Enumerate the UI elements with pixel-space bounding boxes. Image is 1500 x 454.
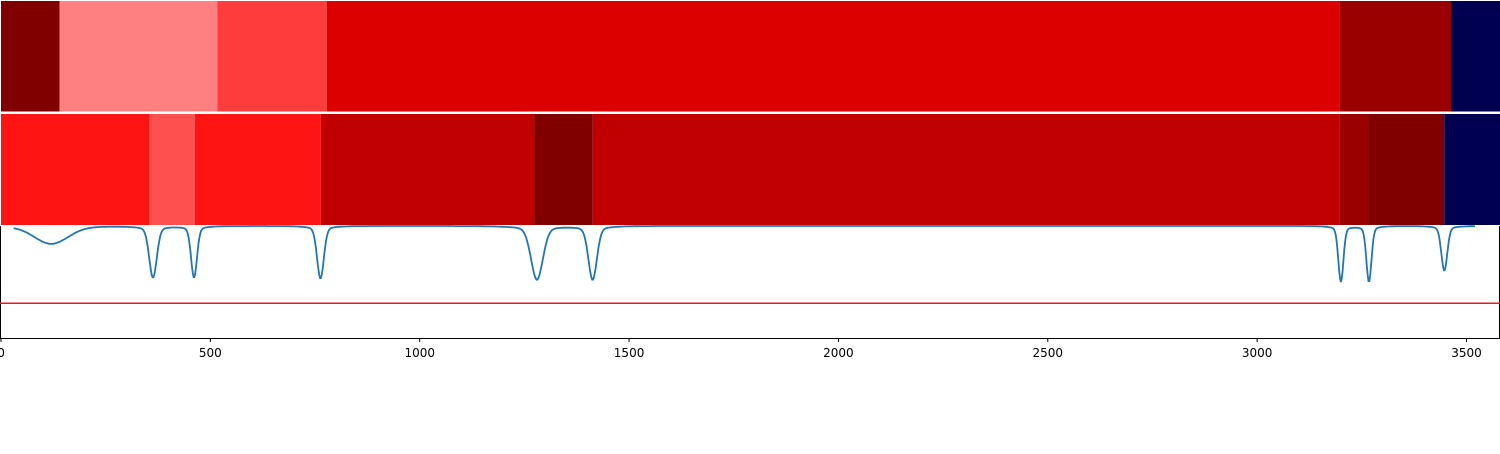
x-tick-label-2500: 2500 bbox=[1033, 346, 1064, 360]
x-tick-label-2000: 2000 bbox=[823, 346, 854, 360]
heatmap-cell-row1-seg4 bbox=[326, 1, 1340, 112]
heatmap-cell-row2-seg6 bbox=[592, 114, 1340, 225]
heatmap-cell-row2-seg3 bbox=[194, 114, 321, 225]
heatmap-cell-row2-seg5 bbox=[534, 114, 593, 225]
heatmap-cell-row2-seg1 bbox=[1, 114, 150, 225]
x-tick-label-500: 500 bbox=[199, 346, 222, 360]
heatmap-cell-row1-seg1 bbox=[1, 1, 60, 112]
heatmap-cell-row1-seg3 bbox=[217, 1, 327, 112]
heatmap-cell-row1-seg5 bbox=[1339, 1, 1452, 112]
signal-line bbox=[13, 225, 1475, 283]
heatmap-cell-row2-seg7 bbox=[1339, 114, 1369, 225]
heatmap-cell-row2-seg9 bbox=[1444, 114, 1500, 225]
heatmap-cell-row1-seg2 bbox=[59, 1, 218, 112]
x-axis: 0 500 1000 1500 2000 2500 3000 3500 bbox=[0, 338, 1500, 360]
heatmap-cell-row2-seg8 bbox=[1368, 114, 1445, 225]
x-tick-label-3000: 3000 bbox=[1242, 346, 1273, 360]
x-tick-label-1500: 1500 bbox=[614, 346, 645, 360]
heatmap-cell-row1-seg6 bbox=[1451, 1, 1500, 112]
heatmap-rows bbox=[0, 1, 1500, 225]
heatmap-cell-row2-seg2 bbox=[149, 114, 195, 225]
heatmap-cell-row2-seg4 bbox=[320, 114, 535, 225]
x-tick-label-1000: 1000 bbox=[404, 346, 435, 360]
x-tick-label-0: 0 bbox=[0, 346, 5, 360]
x-tick-label-3500: 3500 bbox=[1451, 346, 1482, 360]
